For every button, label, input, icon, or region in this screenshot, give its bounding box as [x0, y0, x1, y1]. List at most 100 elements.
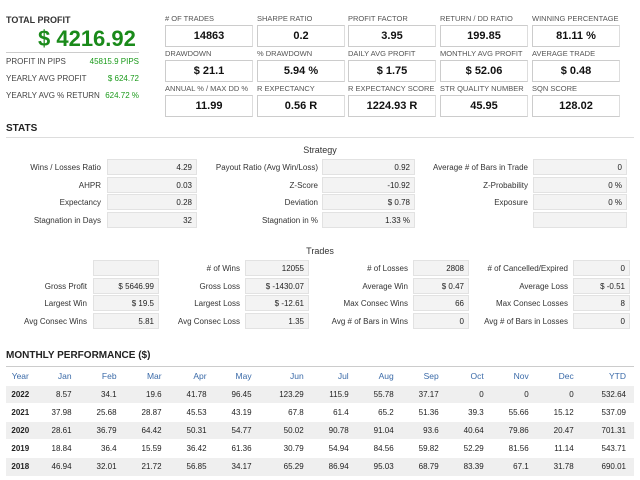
- stat-label: Z-Probability: [483, 180, 528, 190]
- month-value: 39.3: [446, 403, 492, 422]
- stat-value: 0: [573, 312, 630, 329]
- stat-value: 0.28: [107, 194, 197, 210]
- metric-card: PROFIT FACTOR 3.95: [348, 14, 436, 47]
- month-value: 32.01: [79, 457, 125, 476]
- metric-value: 11.99: [165, 95, 253, 117]
- month-value: 65.29: [259, 457, 312, 476]
- month-value: 50.02: [259, 421, 312, 440]
- column-header: Aug: [378, 371, 394, 381]
- strategy-row: Wins / Losses Ratio 4.29 Payout Ratio (Avg…: [0, 159, 640, 176]
- month-value: 28.87: [124, 403, 170, 422]
- stat-label: Average # of Bars in Trade: [432, 163, 528, 172]
- month-value: 11.14: [536, 439, 582, 458]
- metric-card: SQN SCORE 128.02: [532, 84, 620, 117]
- metric-label: DAILY AVG PROFIT: [348, 49, 416, 58]
- summary-row: YEARLY AVG % RETURN 624.72 %: [6, 91, 139, 100]
- stat-label: Avg # of Bars in Wins: [331, 316, 408, 326]
- month-value: 30.79: [259, 439, 312, 458]
- monthly-performance-table: Year Jan Feb Mar Apr May Jun Jul Aug Sep Oct Nov Dec…: [6, 366, 634, 476]
- metric-label: % DRAWDOWN: [257, 49, 313, 58]
- trades-row: Largest Win $ 19.5 Largest Loss $ -12.61 Max…: [0, 295, 640, 312]
- metric-value: 1224.93 R: [348, 95, 436, 117]
- stat-label: Largest Loss: [194, 299, 240, 308]
- month-value: 532.64: [581, 385, 634, 404]
- column-header: Apr: [193, 371, 207, 381]
- metric-card: AVERAGE TRADE $ 0.48: [532, 49, 620, 82]
- month-value: 83.39: [446, 457, 492, 476]
- stat-value: 0: [413, 312, 469, 329]
- month-value: 50.31: [169, 421, 215, 440]
- month-value: 34.1: [79, 385, 125, 404]
- summary-value: $ 624.72: [107, 74, 139, 83]
- month-value: 86.94: [311, 457, 357, 476]
- stat-value: $ -1430.07: [245, 277, 309, 294]
- metric-value: 81.11 %: [532, 25, 620, 47]
- month-value: 54.77: [214, 421, 260, 440]
- stat-label: Max Consec Losses: [495, 299, 568, 308]
- summary-label: PROFIT IN PIPS: [6, 57, 66, 66]
- month-value: 65.2: [356, 403, 402, 422]
- stat-label: Avg Consec Loss: [177, 316, 240, 326]
- month-value: 28.61: [34, 421, 80, 440]
- table-row: 2021 37.98 25.68 28.87 45.53 43.19 67.8 61.4 65.…: [6, 403, 634, 422]
- divider: [6, 137, 634, 138]
- stat-value: $ 19.5: [93, 295, 159, 311]
- stat-label: Avg # of Bars in Losses: [484, 316, 568, 326]
- stat-value: 5.81: [93, 312, 159, 329]
- metric-card: RETURN / DD RATIO 199.85: [440, 14, 528, 47]
- metric-value: $ 52.06: [440, 60, 528, 82]
- month-value: 0: [491, 385, 537, 404]
- metric-label: AVERAGE TRADE: [532, 49, 596, 58]
- month-value: 123.29: [259, 385, 312, 404]
- table-row: 2018 46.94 32.01 21.72 56.85 34.17 65.29 86.94 9…: [6, 457, 634, 476]
- month-value: 18.84: [34, 439, 80, 458]
- column-header: Jun: [289, 371, 304, 381]
- month-value: 701.31: [581, 421, 634, 440]
- metric-label: ANNUAL % / MAX DD %: [165, 84, 249, 93]
- month-value: 537.09: [581, 403, 634, 422]
- stat-value: 0 %: [533, 194, 627, 210]
- month-value: 81.56: [491, 439, 537, 458]
- month-value: 54.94: [311, 439, 357, 458]
- month-value: 67.8: [259, 403, 312, 422]
- stat-value: 32: [107, 211, 197, 228]
- stat-value: 1.33 %: [322, 211, 415, 228]
- strategy-title: Strategy: [303, 145, 337, 155]
- metric-value: 128.02: [532, 95, 620, 117]
- month-value: 41.78: [169, 385, 215, 404]
- stat-value: $ -12.61: [245, 295, 309, 311]
- metric-value: 0.56 R: [257, 95, 345, 117]
- stat-value: 8: [573, 295, 630, 311]
- month-value: 36.42: [169, 439, 215, 458]
- column-header: Year: [11, 371, 29, 381]
- metric-value: $ 1.75: [348, 60, 436, 82]
- metric-value: 3.95: [348, 25, 436, 47]
- month-value: 15.12: [536, 403, 582, 422]
- stat-value: 4.29: [107, 159, 197, 175]
- trades-title: Trades: [306, 246, 334, 256]
- column-header: Oct: [470, 371, 484, 381]
- metric-label: SQN SCORE: [532, 84, 578, 93]
- metric-label: R EXPECTANCY SCORE: [348, 84, 435, 93]
- metric-label: R EXPECTANCY: [257, 84, 315, 93]
- month-value: 20.47: [536, 421, 582, 440]
- month-value: 0: [446, 385, 492, 404]
- strategy-row: AHPR 0.03 Z-Score -10.92 Z-Probability 0 %: [0, 176, 640, 194]
- stat-label: Expectancy: [59, 198, 101, 207]
- month-value: 59.82: [401, 439, 447, 458]
- month-value: 52.29: [446, 439, 492, 458]
- month-value: 79.86: [491, 421, 537, 440]
- month-value: 115.9: [311, 385, 357, 404]
- table-row: 2020 28.61 36.79 64.42 50.31 54.77 50.02 90.78 9…: [6, 421, 634, 440]
- year-cell: 2021: [6, 403, 35, 422]
- stat-value: 0: [533, 159, 627, 175]
- stat-value: $ 0.78: [322, 194, 415, 210]
- month-value: 55.66: [491, 403, 537, 422]
- month-value: 37.17: [401, 385, 447, 404]
- stat-value: $ -0.51: [573, 277, 630, 294]
- stat-value: 0: [573, 260, 630, 276]
- stat-value: 12055: [245, 260, 309, 276]
- month-value: 25.68: [79, 403, 125, 422]
- month-value: 67.1: [491, 457, 537, 476]
- metric-value: 199.85: [440, 25, 528, 47]
